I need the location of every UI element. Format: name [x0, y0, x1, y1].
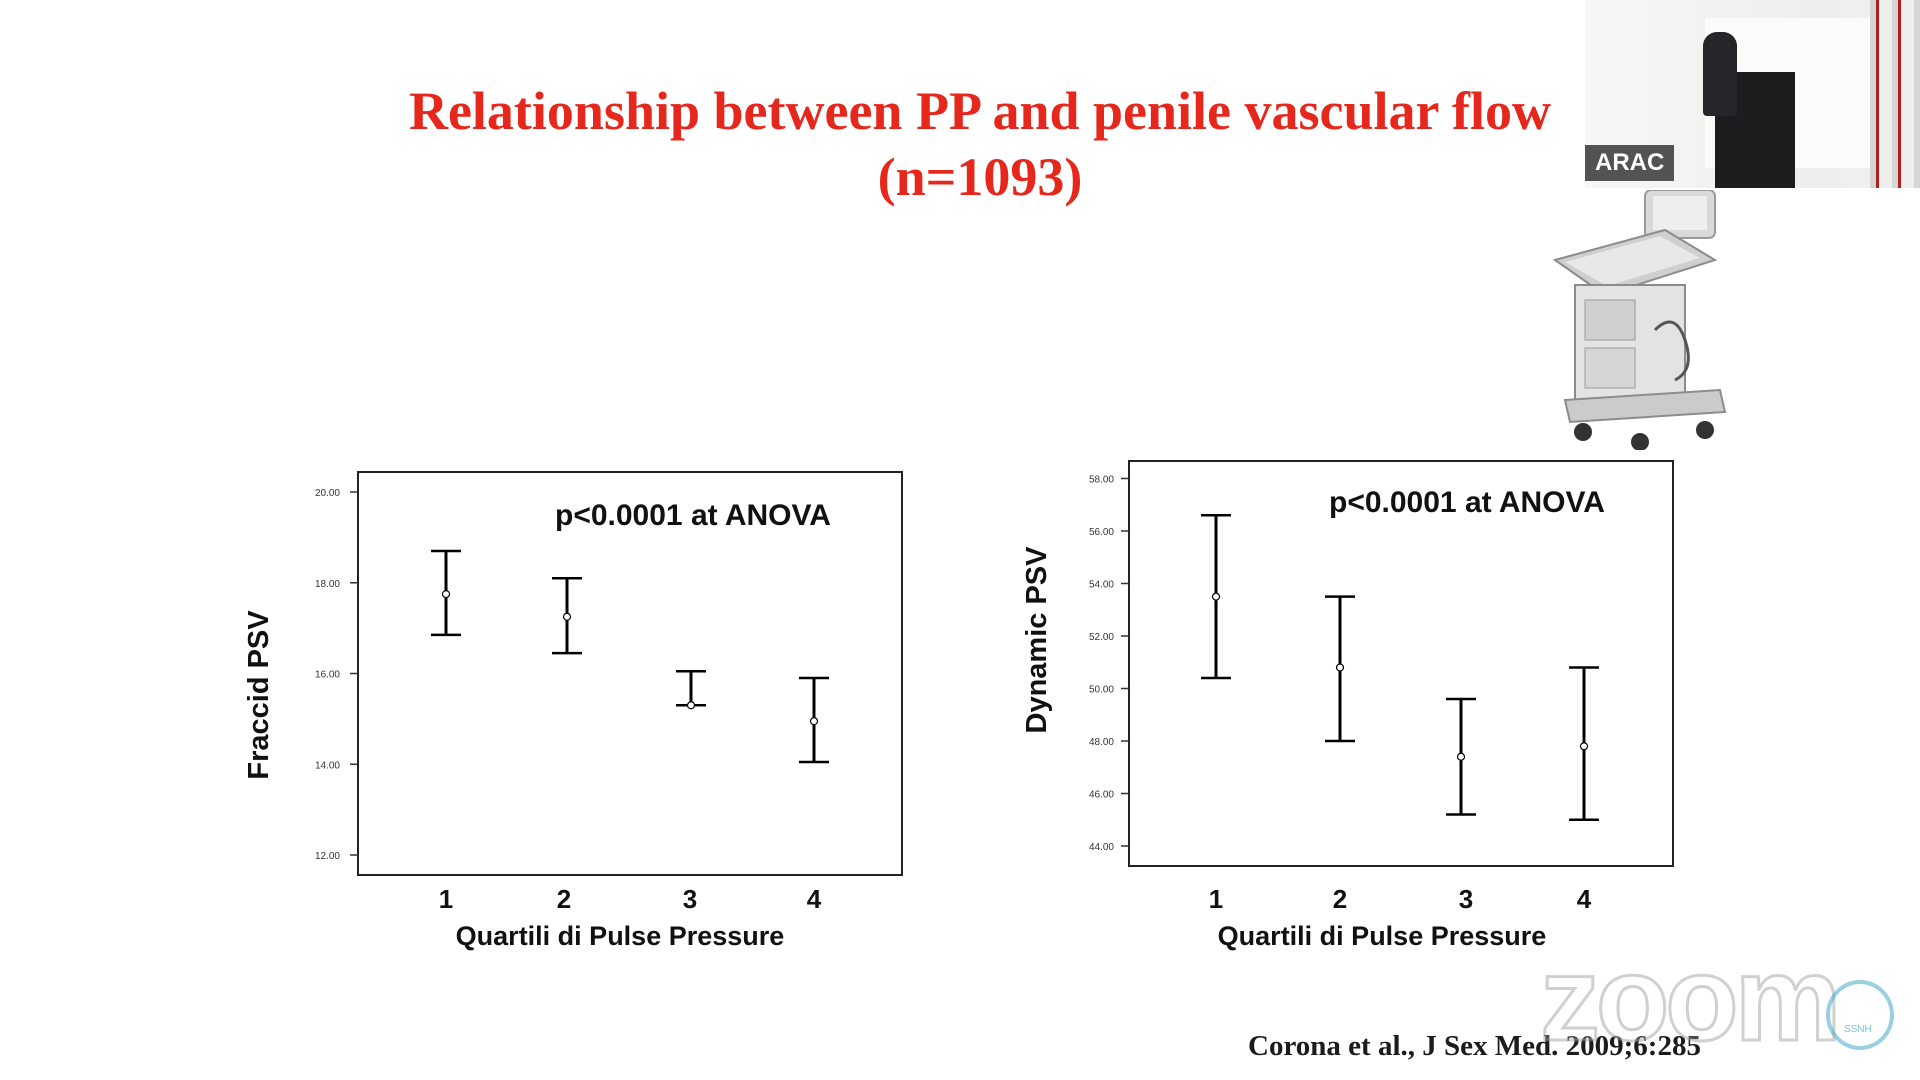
chart2-mean-point	[1211, 592, 1221, 601]
chart2-mean-point	[1579, 742, 1589, 751]
chart1-y-tick-label: 14.00	[315, 760, 340, 771]
chart2-category-label: 1	[1209, 884, 1223, 914]
chart1-y-tick-label: 18.00	[315, 579, 340, 590]
chart1-category-label: 4	[807, 884, 822, 914]
chart2-y-tick-label: 52.00	[1089, 632, 1114, 643]
chart1-plot-frame	[357, 471, 903, 876]
chart2-y-tick-label: 58.00	[1089, 475, 1114, 486]
chart1-annotation: p<0.0001 at ANOVA	[555, 499, 831, 532]
chart1-x-axis-label: Quartili di Pulse Pressure	[456, 921, 785, 951]
chart1-y-tick-label: 20.00	[315, 488, 340, 499]
chart2-category-label: 3	[1459, 884, 1473, 914]
chart2-mean-point	[1456, 752, 1466, 761]
ultrasound-machine-image	[1552, 190, 1727, 450]
chart2-annotation: p<0.0001 at ANOVA	[1329, 486, 1605, 519]
chart1-mean-point	[562, 612, 572, 621]
slide-title: Relationship between PP and penile vascu…	[300, 78, 1660, 210]
chart1-y-tick-label: 16.00	[315, 670, 340, 681]
chart2-y-tick-label: 44.00	[1089, 842, 1114, 853]
slide-title-line-2: (n=1093)	[877, 147, 1083, 207]
chart2-y-tick-label: 56.00	[1089, 527, 1114, 538]
chart2-x-axis-label: Quartili di Pulse Pressure	[1218, 921, 1547, 951]
logo-badge-text: SSNH	[1844, 1024, 1872, 1035]
chart1-y-axis-label: Fraccid PSV	[243, 610, 275, 780]
chart1-category-label: 2	[557, 884, 571, 914]
chart2-y-tick-label: 50.00	[1089, 685, 1114, 696]
slide-title-line-1: Relationship between PP and penile vascu…	[408, 81, 1552, 141]
chart1-mean-point	[441, 589, 451, 599]
participant-name-label: ARAC	[1585, 145, 1675, 181]
chart2-category-label: 2	[1333, 884, 1347, 914]
chart2-y-axis-label: Dynamic PSV	[1021, 546, 1053, 734]
stage-curtain	[1870, 0, 1920, 188]
chart2-y-tick-label: 48.00	[1089, 737, 1114, 748]
chart2-plot-frame	[1128, 460, 1674, 867]
chart1-y-tick-label: 12.00	[315, 851, 340, 862]
chart2-mean-point	[1335, 663, 1345, 672]
zoom-watermark: zoom	[1538, 931, 1842, 1068]
chart2-y-tick-label: 46.00	[1089, 790, 1114, 801]
chart1-category-label: 3	[683, 884, 697, 914]
chart1-mean-point	[809, 717, 819, 726]
speaker-figure	[1703, 32, 1737, 116]
speaker-video-thumbnail[interactable]: ARAC	[1585, 0, 1920, 188]
chart2-category-label: 4	[1577, 884, 1592, 914]
chart1-mean-point	[686, 701, 696, 710]
chart2-y-tick-label: 54.00	[1089, 580, 1114, 591]
chart1-category-label: 1	[439, 884, 453, 914]
citation: Corona et al., J Sex Med. 2009;6:285	[1248, 1030, 1701, 1062]
logo-badge-icon: SSNH	[1826, 980, 1894, 1050]
